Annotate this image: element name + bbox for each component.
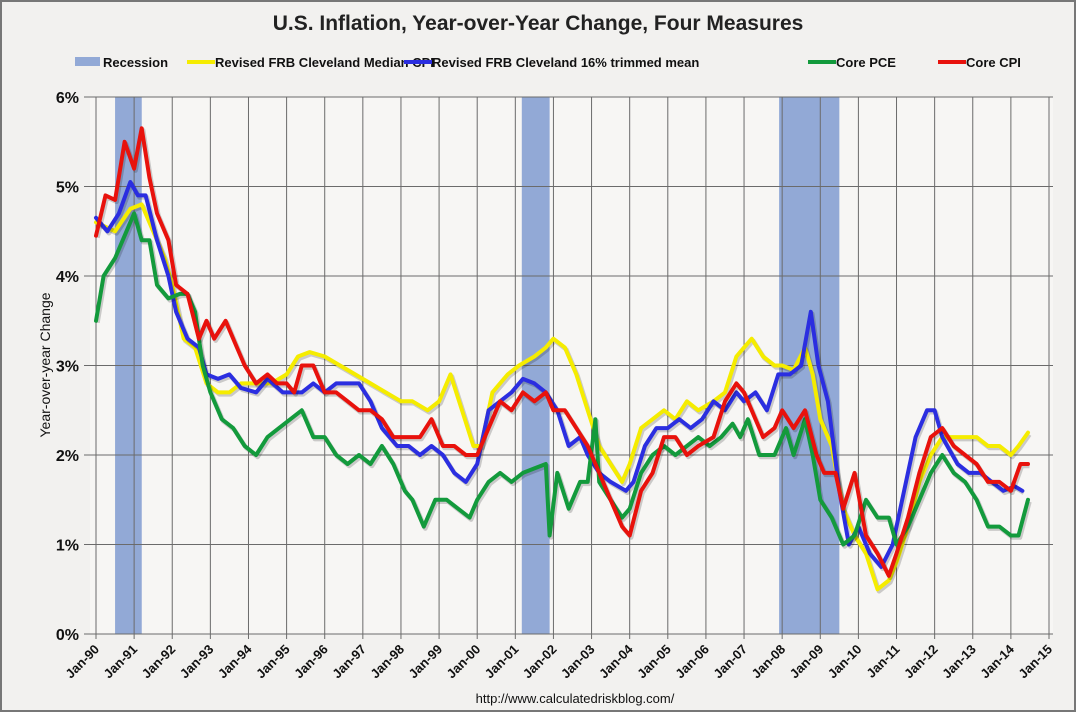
series-line-core-cpi [94,126,1030,578]
series-lines [94,126,1032,594]
chart-title: U.S. Inflation, Year-over-Year Change, F… [273,12,804,35]
y-tick-label: 4% [56,269,79,286]
y-axis-label: Year-over-year Change [37,292,53,437]
y-tick-label: 3% [56,359,79,376]
legend-label: Core CPI [966,55,1021,70]
source-url: http://www.calculatedriskblog.com/ [476,691,675,706]
y-tick-label: 0% [56,627,79,644]
series-line-revised-frb-cleveland-16-trimmed-mean [94,180,1025,569]
series-line-core-pce [94,211,1030,547]
y-tick-label: 2% [56,448,79,465]
y-axis-ticks: 0% 1% 2% 3% 4% 5% 6% [56,90,90,644]
legend-label: Recession [103,55,168,70]
legend: Recession Revised FRB Cleveland Median CP… [75,55,1021,70]
legend-swatch-recession [75,57,100,66]
legend-label: Core PCE [836,55,896,70]
y-tick-label: 5% [56,180,79,197]
y-tick-label: 1% [56,538,79,555]
legend-label: Revised FRB Cleveland 16% trimmed mean [432,55,699,70]
legend-label: Revised FRB Cleveland Median CPI [215,55,434,70]
y-tick-label: 6% [56,90,79,107]
